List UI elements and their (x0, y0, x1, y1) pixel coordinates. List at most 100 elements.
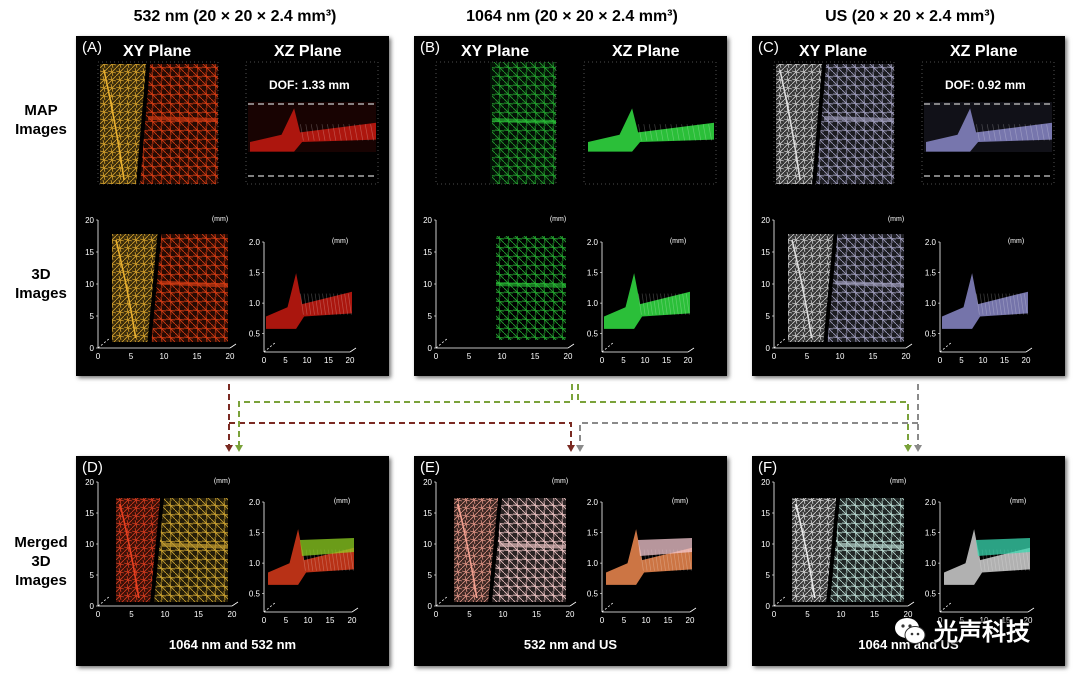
xz-texture-line (997, 124, 1002, 141)
arrow-head (225, 445, 233, 452)
xy-plane-title: XY Plane (123, 43, 192, 60)
y-tick-label: 15 (761, 248, 770, 257)
leaf-midrib (491, 118, 557, 124)
unit-label: (mm) (552, 478, 568, 485)
x-tick-label: 10 (642, 616, 651, 625)
panel-label: (F) (758, 459, 778, 476)
leaf-vein (457, 503, 478, 599)
y-tick-label: 0 (766, 344, 771, 353)
z-axis (97, 337, 111, 349)
x-tick-label: 10 (499, 610, 508, 619)
y-tick-label: 20 (761, 478, 770, 487)
xz-texture-line (979, 293, 984, 315)
unit-label: (mm) (1010, 498, 1026, 505)
xz-texture-line (702, 124, 707, 141)
y-tick-label: 10 (423, 280, 432, 289)
x-axis-end (905, 343, 913, 349)
xz-texture-line (660, 293, 664, 315)
xz-texture-line (994, 293, 999, 315)
xz-texture-line (1012, 293, 1017, 315)
x-tick-label: 15 (324, 356, 333, 365)
axes-3d: 2.0 1.5 1.0 0.5 0 5 10 15 20 (mm) (249, 238, 357, 365)
xz-frame (921, 61, 1055, 185)
y-tick-label: 0.5 (587, 330, 599, 339)
x-tick-label: 0 (96, 352, 101, 361)
x-tick-label: 15 (869, 352, 878, 361)
y-tick-label: 1.0 (249, 559, 261, 568)
xz-3d-profile (604, 273, 690, 329)
leaf-left-mesh (788, 234, 834, 342)
x-tick-label: 5 (959, 356, 964, 365)
xz-3d-profile (266, 273, 352, 329)
arrow-head (914, 445, 922, 452)
x-tick-label: 15 (194, 610, 203, 619)
xz-texture-line (1016, 293, 1021, 315)
y-tick-label: 2.0 (249, 498, 261, 507)
x-tick-label: 0 (262, 616, 267, 625)
xz-texture-line (336, 293, 341, 315)
y-tick-label: 5 (428, 312, 433, 321)
x-tick-label: 20 (904, 610, 913, 619)
x-tick-label: 0 (938, 356, 943, 365)
leaf-right-mesh (827, 234, 904, 342)
xz-texture-line (1013, 124, 1018, 141)
y-tick-label: 0 (766, 602, 771, 611)
y-tick-label: 5 (766, 312, 771, 321)
arrow-a-to-e (229, 422, 572, 448)
xz-texture-line (1025, 549, 1030, 571)
leaf-left-mesh (792, 498, 837, 602)
xz-frame (583, 61, 717, 185)
xz-texture-line (670, 124, 675, 141)
y-tick-label: 10 (761, 540, 770, 549)
unit-label: (mm) (672, 498, 688, 505)
x-tick-label: 20 (686, 616, 695, 625)
x-tick-label: 10 (980, 616, 989, 625)
x-tick-label: 10 (837, 610, 846, 619)
arrow-b-to-f (577, 384, 909, 448)
xz-texture-line (681, 124, 685, 141)
xz-texture-line (638, 124, 642, 141)
leaf-midrib-3d (495, 282, 567, 288)
panel-caption: 1064 nm and US (858, 637, 959, 652)
x-tick-label: 5 (284, 616, 289, 625)
xz-texture-line (305, 124, 310, 141)
leaf-mesh (496, 236, 566, 340)
xz-texture-line (314, 293, 319, 315)
y-tick-label: 10 (85, 540, 94, 549)
xz-texture-line (1008, 124, 1013, 141)
x-tick-label: 20 (1024, 616, 1033, 625)
column-header-us: US (20 × 20 × 2.4 mm³) (825, 8, 995, 25)
x-tick-label: 20 (684, 356, 693, 365)
xz-texture-line (346, 549, 350, 571)
x-axis-end (1027, 607, 1035, 613)
xz-merged-overlay (300, 538, 354, 556)
axes-3d: 2.0 1.5 1.0 0.5 0 5 10 15 20 (mm) (587, 238, 695, 365)
wechat-icon (895, 618, 926, 644)
xz-texture-line (684, 549, 688, 571)
y-tick-label: 5 (428, 571, 433, 580)
xz-texture-line (649, 293, 653, 315)
y-tick-label: 2.0 (587, 498, 599, 507)
x-tick-label: 20 (902, 352, 911, 361)
xz-texture-line (1040, 124, 1045, 141)
leaf-right-mesh (140, 64, 218, 184)
xz-texture-line (976, 124, 980, 141)
xz-texture-line (1023, 293, 1028, 315)
leaf-right-mesh (830, 498, 904, 602)
xz-texture-line (1019, 124, 1023, 141)
leaf-midrib (835, 280, 905, 288)
z-axis (263, 601, 277, 613)
row-label-3d: 3D Images (15, 266, 67, 302)
xz-texture-line (687, 549, 692, 571)
dof-label: DOF: 0.92 mm (945, 78, 1026, 92)
leaf-left-mesh (112, 234, 158, 342)
xz-frame (245, 61, 379, 185)
xz-merged-overlay (638, 538, 692, 556)
xz-texture-line (370, 124, 374, 141)
z-axis (939, 341, 953, 353)
xz-merged-overlay (976, 538, 1030, 556)
y-tick-label: 2.0 (925, 238, 937, 247)
y-tick-label: 5 (766, 571, 771, 580)
x-tick-label: 20 (564, 352, 573, 361)
axes-3d: 20 15 10 5 00 5 10 15 20 (mm) (761, 478, 915, 619)
